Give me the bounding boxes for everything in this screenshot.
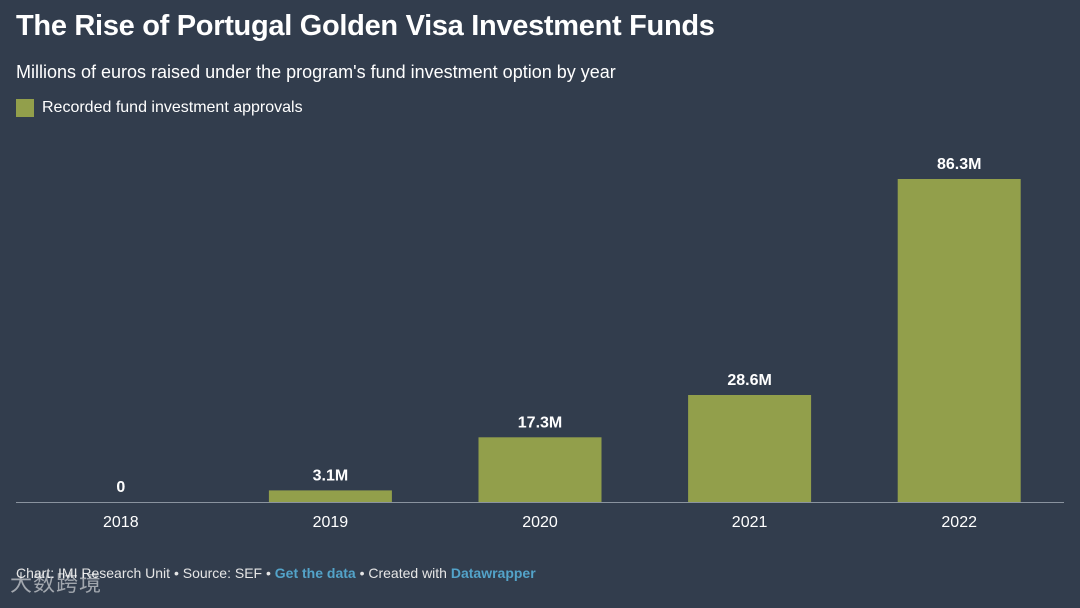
legend: Recorded fund investment approvals bbox=[16, 99, 303, 117]
bar-2019 bbox=[268, 490, 392, 502]
data-label-2021: 28.6M bbox=[727, 372, 771, 389]
data-label-2019: 3.1M bbox=[313, 467, 349, 484]
footer-created-with: • Created with bbox=[355, 565, 451, 581]
chart-subtitle: Millions of euros raised under the progr… bbox=[16, 62, 616, 82]
data-label-2018: 0 bbox=[116, 479, 125, 496]
legend-label: Recorded fund investment approvals bbox=[42, 99, 303, 116]
datawrapper-link[interactable]: Datawrapper bbox=[450, 565, 536, 581]
legend-swatch bbox=[16, 99, 34, 117]
x-tick-label-2020: 2020 bbox=[522, 514, 558, 531]
bar-2020 bbox=[478, 437, 602, 502]
x-tick-label-2018: 2018 bbox=[103, 514, 139, 531]
chart-title: The Rise of Portugal Golden Visa Investm… bbox=[16, 10, 715, 42]
data-label-2022: 86.3M bbox=[937, 156, 981, 173]
data-label-2020: 17.3M bbox=[518, 414, 562, 431]
footer-credit: Chart: IMI Research Unit • Source: SEF • bbox=[16, 565, 275, 581]
get-the-data-link[interactable]: Get the data bbox=[274, 565, 356, 581]
watermark-logo: 大数跨境 bbox=[10, 566, 102, 598]
chart-footer: Chart: IMI Research Unit • Source: SEF •… bbox=[16, 565, 536, 581]
bar-2022 bbox=[897, 179, 1021, 502]
watermark-text: 大数跨境 bbox=[10, 571, 103, 596]
x-tick-label-2021: 2021 bbox=[732, 514, 768, 531]
x-tick-label-2022: 2022 bbox=[941, 514, 977, 531]
bar-2021 bbox=[688, 395, 812, 502]
x-tick-label-2019: 2019 bbox=[313, 514, 349, 531]
